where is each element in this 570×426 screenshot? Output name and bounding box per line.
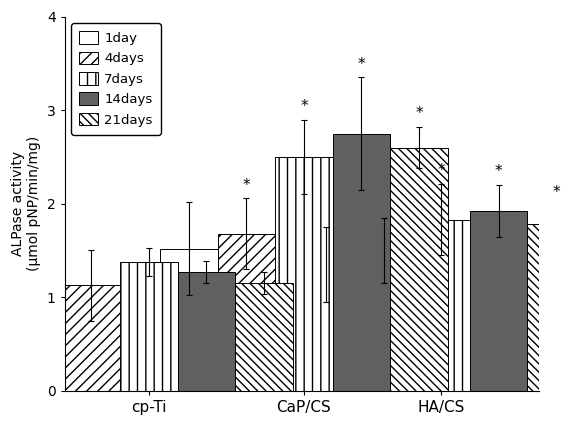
Bar	[160, 249, 218, 391]
Text: *: *	[437, 164, 445, 178]
Bar	[355, 250, 412, 391]
Text: *: *	[357, 57, 365, 72]
Text: *: *	[415, 106, 423, 121]
Bar	[218, 234, 275, 391]
Bar	[235, 283, 293, 391]
Text: *: *	[300, 99, 308, 114]
Bar	[5, 293, 63, 391]
Bar	[470, 211, 527, 391]
Bar	[412, 220, 470, 391]
Bar	[120, 262, 178, 391]
Text: *: *	[552, 185, 560, 200]
Bar	[390, 147, 448, 391]
Bar	[297, 265, 355, 391]
Text: *: *	[242, 178, 250, 193]
Bar	[63, 285, 120, 391]
Legend: 1day, 4days, 7days, 14days, 21days: 1day, 4days, 7days, 14days, 21days	[71, 23, 161, 135]
Bar	[275, 157, 333, 391]
Y-axis label: ALPase activity
(μmol pNP/min/mg): ALPase activity (μmol pNP/min/mg)	[11, 136, 41, 271]
Bar	[527, 225, 570, 391]
Bar	[178, 272, 235, 391]
Bar	[333, 134, 390, 391]
Text: *: *	[495, 164, 503, 179]
